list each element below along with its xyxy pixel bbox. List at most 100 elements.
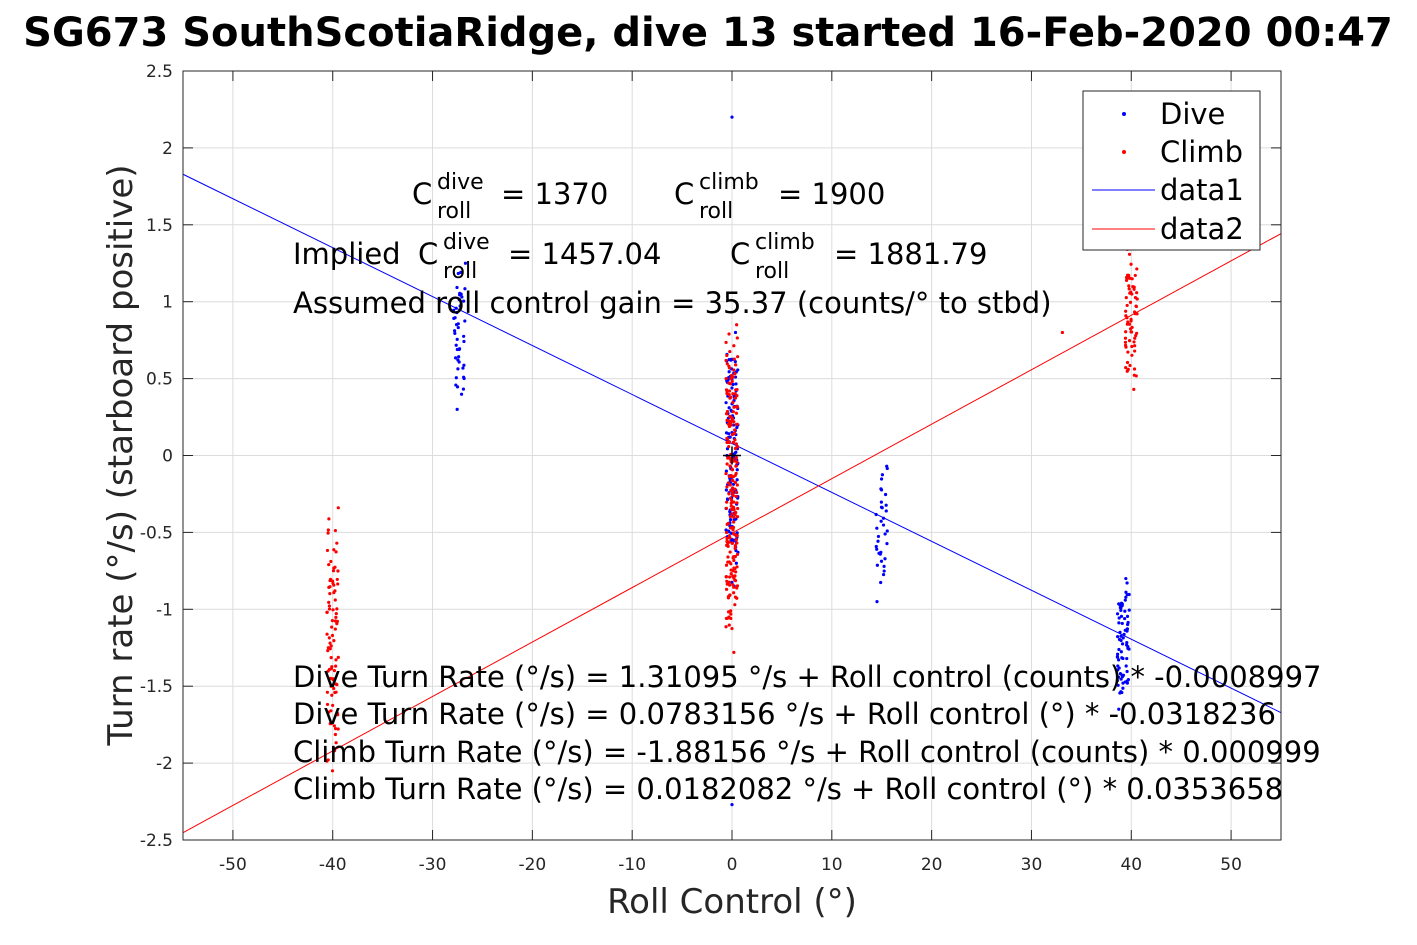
point-climb — [1124, 278, 1129, 282]
point-climb — [730, 468, 735, 472]
point-climb — [726, 596, 731, 600]
point-climb — [1060, 330, 1064, 335]
point-dive — [734, 517, 738, 521]
point-dive — [879, 580, 883, 585]
point-dive — [1124, 576, 1128, 581]
point-climb — [729, 572, 733, 576]
point-dive — [1124, 595, 1128, 599]
point-climb — [735, 336, 739, 340]
point-climb — [724, 506, 729, 510]
point-dive — [1123, 616, 1127, 621]
point-climb — [1132, 340, 1136, 344]
point-climb — [733, 480, 738, 484]
point-dive — [453, 329, 457, 333]
point-dive — [882, 564, 886, 569]
point-climb — [332, 548, 336, 552]
point-climb — [736, 355, 740, 359]
point-climb — [734, 471, 738, 476]
point-dive — [1117, 616, 1121, 620]
point-climb — [733, 513, 737, 517]
point-climb — [1125, 276, 1129, 280]
point-dive — [733, 375, 738, 379]
point-climb — [728, 583, 732, 587]
point-dive — [880, 473, 885, 477]
point-climb — [728, 526, 733, 530]
point-climb — [327, 636, 331, 640]
point-dive — [1121, 636, 1125, 640]
point-dive — [455, 285, 459, 290]
point-dive — [724, 488, 728, 492]
point-climb — [1124, 314, 1128, 318]
point-climb — [724, 376, 728, 381]
point-climb — [736, 506, 740, 511]
point-climb — [1128, 300, 1133, 304]
point-dive — [463, 287, 467, 291]
point-dive — [462, 375, 466, 379]
point-climb — [335, 541, 339, 545]
implied-prefix: Implied — [293, 237, 401, 271]
point-climb — [732, 591, 736, 595]
point-climb — [732, 558, 736, 563]
point-climb — [731, 492, 735, 497]
point-climb — [332, 591, 336, 595]
c-roll-dive-sub: roll — [437, 199, 471, 224]
point-dive — [1123, 609, 1127, 613]
point-dive — [1117, 707, 1121, 711]
point-climb — [1131, 285, 1135, 289]
point-dive — [1120, 690, 1124, 695]
point-climb — [332, 669, 337, 673]
c-roll-dive-value: = 1370 — [501, 177, 608, 211]
point-climb — [735, 541, 739, 545]
point-climb — [734, 533, 738, 537]
point-climb — [1133, 349, 1137, 353]
c-roll-dive-base: C — [412, 177, 432, 211]
point-dive — [1126, 678, 1131, 682]
point-dive — [883, 557, 887, 561]
point-dive — [1121, 673, 1126, 677]
point-dive — [459, 270, 463, 274]
point-dive — [875, 563, 879, 567]
point-climb — [735, 445, 740, 449]
point-climb — [335, 607, 339, 611]
point-climb — [731, 440, 736, 444]
x-axis-ticks: -50 -40 -30 -20 -10 0 10 20 30 40 50 — [219, 71, 1242, 875]
point-climb — [1130, 325, 1134, 329]
point-climb — [735, 405, 740, 409]
point-climb — [734, 422, 738, 427]
point-dive — [732, 423, 736, 427]
point-climb — [1130, 353, 1134, 357]
point-dive — [456, 358, 460, 362]
point-climb — [1133, 273, 1137, 278]
point-climb — [735, 552, 740, 556]
point-dive — [453, 331, 457, 335]
c-roll-climb-sub: roll — [699, 199, 733, 224]
point-dive — [879, 500, 883, 504]
point-climb — [735, 393, 739, 398]
point-climb — [334, 658, 338, 662]
point-climb — [735, 501, 739, 505]
point-climb — [735, 565, 739, 569]
point-dive — [1121, 656, 1125, 661]
legend-data2-label: data2 — [1160, 212, 1244, 246]
chart-title: SG673 SouthScotiaRidge, dive 13 started … — [23, 10, 1393, 56]
point-climb — [1123, 340, 1128, 344]
point-dive — [728, 518, 733, 522]
point-dive — [1115, 612, 1120, 616]
x-tick-label: 50 — [1220, 855, 1242, 875]
point-climb — [330, 693, 334, 697]
point-climb — [333, 528, 337, 533]
y-axis-ticks: -2.5 -2 -1.5 -1 -0.5 0 0.5 1 1.5 2 2.5 — [140, 62, 1281, 851]
point-climb — [731, 410, 735, 414]
point-climb — [336, 569, 340, 573]
point-dive — [724, 431, 729, 435]
point-climb — [730, 478, 734, 482]
point-dive — [1117, 658, 1121, 662]
point-climb — [328, 641, 332, 645]
c-roll-dive-annotation: C dive roll = 1370 — [412, 170, 608, 224]
legend: Dive Climb data1 data2 — [1082, 90, 1261, 251]
point-climb — [334, 664, 338, 668]
legend-dive-marker — [1122, 112, 1126, 116]
point-dive — [456, 367, 460, 371]
implied-climb-sup: climb — [755, 230, 815, 255]
